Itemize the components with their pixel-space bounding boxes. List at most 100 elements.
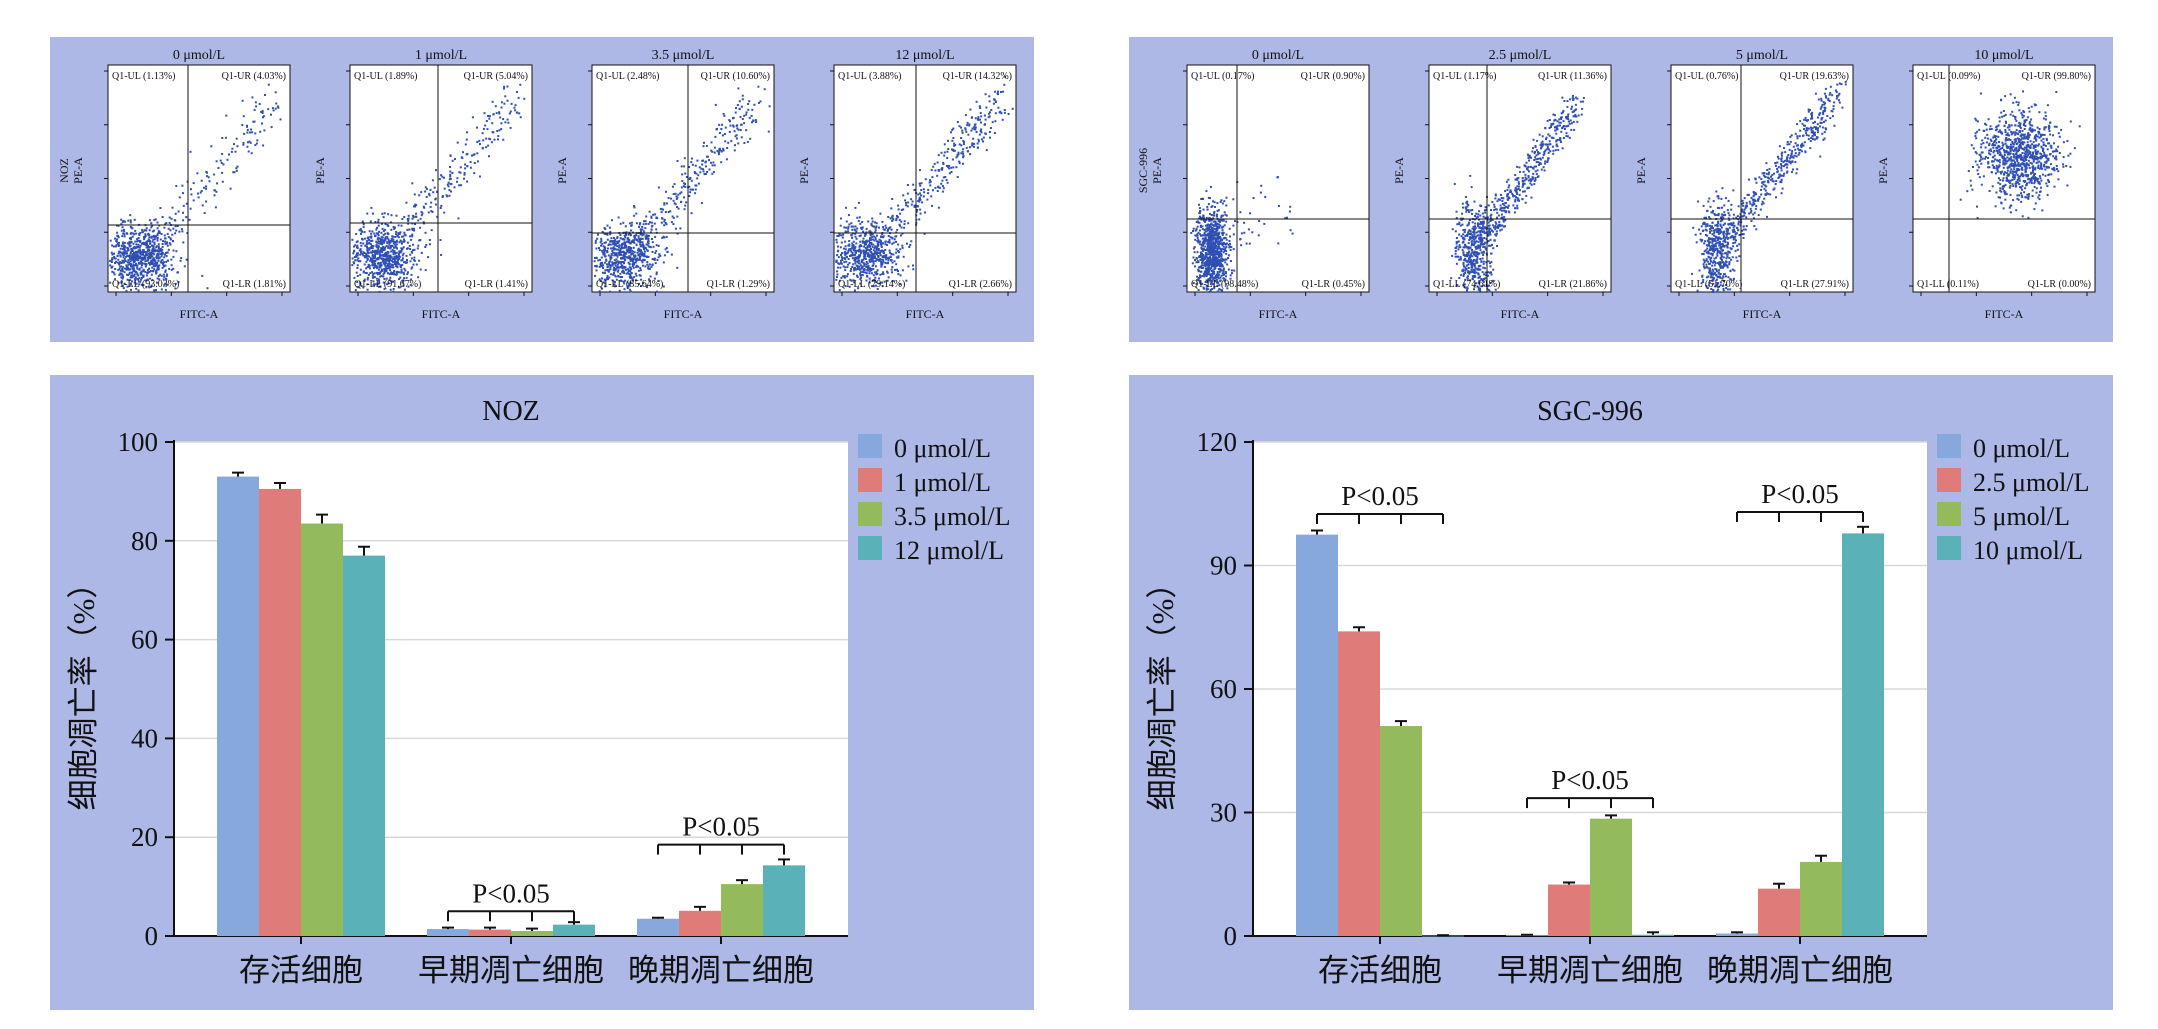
- x-tick-label: 早期凋亡细胞: [418, 953, 604, 988]
- quadrant-ur-label: Q1-UR (11.36%): [1538, 71, 1607, 82]
- x-tick-label: 晚期凋亡细胞: [1707, 953, 1893, 988]
- quadrant-ur-label: Q1-UR (5.04%): [464, 71, 528, 82]
- flow-dots: [1450, 94, 1585, 293]
- quadrant-ll-label: Q1-LL (74.61%): [1433, 279, 1500, 290]
- quadrant-ll-label: Q1-LL (91.67%): [354, 279, 421, 290]
- quadrant-ur-label: Q1-UR (10.60%): [701, 71, 770, 82]
- significance-label: P<0.05: [472, 878, 550, 908]
- legend-swatch: [1937, 434, 1961, 458]
- quadrant-ll-label: Q1-LL (79.14%): [838, 279, 905, 290]
- bar-panel-noz: 0 20 40 60 80 100 NOZ 细胞凋亡率（%） 存活细胞 早期凋亡细胞 晚期凋亡细胞 P…: [50, 375, 1034, 1010]
- legend-entry: 2.5 μmol/L: [1973, 468, 2090, 497]
- bar: [637, 918, 679, 936]
- y-axis-label: 细胞凋亡率（%）: [1145, 568, 1180, 811]
- quadrant-ul-label: Q1-UL (1.89%): [354, 71, 418, 82]
- quadrant-ur-label: Q1-UR (4.03%): [222, 71, 286, 82]
- flow-plot-2: 3.5 μmol/L PE-A FITC-A Q1-UL (2.48%) Q1-UR (…: [555, 48, 775, 321]
- flow-dots: [351, 83, 526, 293]
- bar: [343, 555, 385, 936]
- quadrant-ul-label: Q1-UL (3.88%): [838, 71, 902, 82]
- legend-swatch: [1937, 502, 1961, 526]
- flow-plot-title: 5 μmol/L: [1736, 48, 1788, 63]
- bar: [553, 924, 595, 936]
- flow-x-label: FITC-A: [1985, 307, 2024, 321]
- bar: [259, 488, 301, 936]
- bar-chart-sgc: 0 30 60 90 120 SGC-996 细胞凋亡率（%） 存活细胞 早期凋亡细胞 晚期凋亡细…: [1145, 396, 2090, 988]
- bar: [1716, 933, 1758, 936]
- flow-y-label: PE-A: [71, 157, 85, 184]
- y-tick-label: 30: [1210, 798, 1237, 828]
- flow-plot-area: [591, 64, 775, 293]
- quadrant-ul-label: Q1-UL (0.09%): [1917, 71, 1981, 82]
- quadrant-ur-label: Q1-UR (0.90%): [1301, 71, 1365, 82]
- bar: [1632, 934, 1674, 936]
- bar: [1380, 726, 1422, 936]
- quadrant-ul-label: Q1-UL (0.76%): [1675, 71, 1739, 82]
- x-tick-label: 存活细胞: [239, 953, 363, 988]
- flow-dots: [109, 83, 282, 292]
- x-tick-label: 存活细胞: [1318, 953, 1442, 988]
- flow-panel-sgc: 0 μmol/L PE-A SGC-996 FITC-A Q1-UL (0.17%) Q1…: [1129, 37, 2113, 342]
- y-axis-label: 细胞凋亡率（%）: [66, 568, 101, 811]
- quadrant-lr-label: Q1-LR (2.66%): [949, 279, 1012, 290]
- bar: [1590, 818, 1632, 936]
- y-tick-label: 40: [131, 723, 158, 753]
- legend-entry: 10 μmol/L: [1973, 536, 2083, 565]
- flow-plot-title: 10 μmol/L: [1974, 48, 2033, 63]
- significance-label: P<0.05: [1551, 765, 1629, 795]
- legend-swatch: [858, 502, 882, 526]
- y-tick-label: 90: [1210, 551, 1237, 581]
- flow-plot-1: 1 μmol/L PE-A FITC-A Q1-UL (1.89%) Q1-UR (5.…: [313, 48, 533, 321]
- bar: [217, 476, 259, 936]
- flow-side-label: NOZ: [57, 158, 71, 183]
- y-tick-label: 80: [131, 526, 158, 556]
- bar: [1800, 861, 1842, 936]
- y-tick-label: 120: [1197, 427, 1238, 457]
- flow-plot-title: 12 μmol/L: [895, 48, 954, 63]
- flow-y-label: PE-A: [1634, 157, 1648, 184]
- quadrant-ll-label: Q1-LL (0.11%): [1917, 279, 1979, 290]
- y-tick-label: 60: [1210, 674, 1237, 704]
- flow-x-label: FITC-A: [906, 307, 945, 321]
- y-tick-label: 0: [1224, 921, 1238, 951]
- flow-plot-title: 1 μmol/L: [415, 48, 467, 63]
- x-tick-label: 早期凋亡细胞: [1497, 953, 1683, 988]
- quadrant-ul-label: Q1-UL (2.48%): [596, 71, 660, 82]
- bar: [427, 929, 469, 936]
- quadrant-ul-label: Q1-UL (1.17%): [1433, 71, 1497, 82]
- quadrant-lr-label: Q1-LR (0.00%): [2028, 279, 2091, 290]
- legend-entry: 1 μmol/L: [894, 468, 991, 497]
- significance-label: P<0.05: [1761, 479, 1839, 509]
- quadrant-ur-label: Q1-UR (99.80%): [2022, 71, 2091, 82]
- significance-label: P<0.05: [1341, 481, 1419, 511]
- quadrant-lr-label: Q1-LR (1.41%): [465, 279, 528, 290]
- quadrant-lr-label: Q1-LR (1.29%): [707, 279, 770, 290]
- legend-swatch: [1937, 468, 1961, 492]
- bar: [511, 931, 553, 936]
- bar: [721, 884, 763, 936]
- legend-swatch: [858, 468, 882, 492]
- bar: [1338, 631, 1380, 936]
- quadrant-ul-label: Q1-UL (0.17%): [1191, 71, 1255, 82]
- legend-entry: 0 μmol/L: [894, 434, 991, 463]
- quadrant-ll-label: Q1-LL (51.70%): [1675, 279, 1742, 290]
- bar: [1548, 884, 1590, 936]
- legend-entry: 12 μmol/L: [894, 536, 1004, 565]
- quadrant-lr-label: Q1-LR (21.86%): [1539, 279, 1607, 290]
- flow-dots: [1959, 90, 2081, 220]
- flow-y-label: PE-A: [797, 157, 811, 184]
- bar: [1758, 888, 1800, 936]
- quadrant-lr-label: Q1-LR (0.45%): [1302, 279, 1365, 290]
- flow-y-label: PE-A: [313, 157, 327, 184]
- flow-panel-noz: 0 μmol/L PE-A NOZ FITC-A Q1-UL (1.13%) Q1-UR …: [50, 37, 1034, 342]
- bar: [1842, 533, 1884, 936]
- y-tick-label: 100: [118, 427, 159, 457]
- flow-x-label: FITC-A: [1501, 307, 1540, 321]
- significance-label: P<0.05: [682, 812, 760, 842]
- legend-swatch: [858, 536, 882, 560]
- legend-swatch: [1937, 536, 1961, 560]
- flow-y-label: PE-A: [555, 157, 569, 184]
- quadrant-ll-label: Q1-LL (85.64%): [596, 279, 663, 290]
